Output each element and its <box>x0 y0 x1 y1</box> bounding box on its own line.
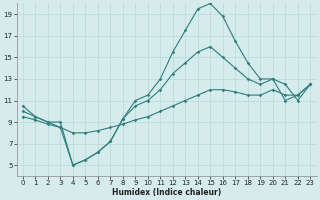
X-axis label: Humidex (Indice chaleur): Humidex (Indice chaleur) <box>112 188 221 197</box>
